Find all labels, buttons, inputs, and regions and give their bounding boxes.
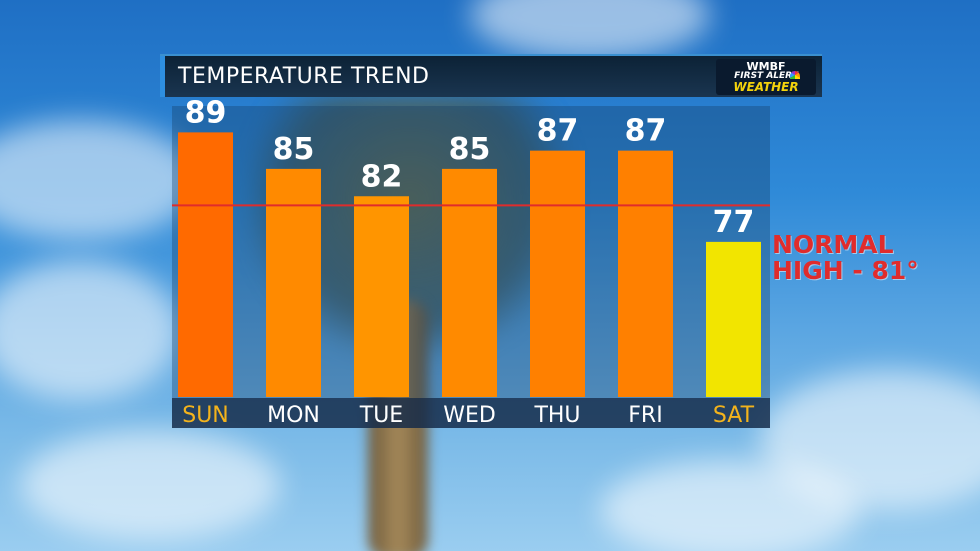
day-label-fri: FRI (628, 403, 662, 428)
cloud (0, 260, 180, 400)
station-logo: WMBF FIRST ALERT WEATHER (716, 59, 816, 95)
cloud (600, 460, 860, 551)
title-bar: TEMPERATURE TREND WMBF FIRST ALERT WEATH… (160, 54, 822, 97)
bar-tue (354, 196, 409, 397)
bar-sun (178, 132, 233, 397)
value-label-sun: 89 (185, 95, 227, 130)
cloud (0, 120, 200, 240)
day-label-tue: TUE (359, 403, 403, 428)
value-label-mon: 85 (273, 132, 315, 167)
bar-mon (266, 168, 321, 397)
logo-line-3: WEATHER (733, 80, 799, 94)
day-label-group: SUN MON TUE WED THU FRI SAT (182, 403, 754, 428)
value-label-fri: 87 (625, 114, 667, 149)
day-label-sat: SAT (713, 403, 755, 428)
normal-high-label-line-2: HIGH - 81° (772, 256, 919, 285)
peacock-icon (790, 71, 800, 79)
bar-group (178, 132, 761, 397)
bar-wed (442, 168, 497, 397)
day-label-mon: MON (267, 403, 320, 428)
value-label-sat: 77 (713, 205, 755, 240)
logo-line-1: WMBF (746, 60, 786, 73)
bar-thu (530, 150, 585, 397)
page-title: TEMPERATURE TREND (178, 64, 430, 89)
value-label-group: 89 85 82 85 87 87 77 (185, 95, 755, 240)
cloud (20, 430, 280, 540)
bar-sat (706, 241, 761, 397)
value-label-wed: 85 (449, 132, 491, 167)
day-label-sun: SUN (182, 403, 229, 428)
bar-fri (618, 150, 673, 397)
day-label-thu: THU (533, 403, 580, 428)
logo-line-2: FIRST ALERT (734, 71, 798, 81)
day-label-wed: WED (443, 403, 496, 428)
value-label-tue: 82 (361, 159, 403, 194)
normal-high-label-line-1: NORMAL (772, 230, 894, 259)
title-accent (160, 56, 165, 97)
day-label-strip (172, 398, 770, 428)
value-label-thu: 87 (537, 114, 579, 149)
normal-high-label: NORMAL HIGH - 81° (772, 232, 919, 284)
